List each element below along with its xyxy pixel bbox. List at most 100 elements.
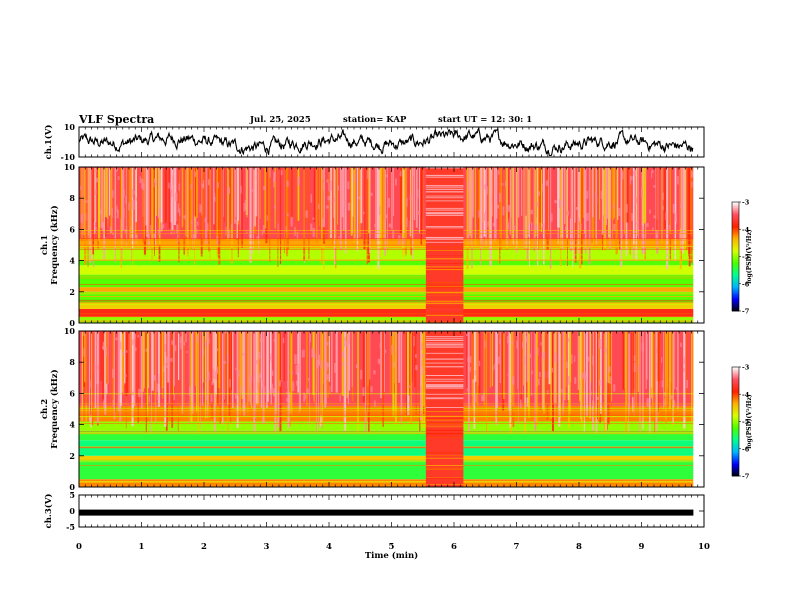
ch2-spec-speckle <box>235 367 237 371</box>
ch1-spec-speckle <box>385 214 388 219</box>
ch1-spec-streak <box>517 168 520 218</box>
ch2-spec-gap-line <box>425 433 464 435</box>
ch1-spec-speckle <box>95 226 97 230</box>
ch2-spec-speckle <box>554 353 557 362</box>
cb2-swatch <box>732 434 739 437</box>
ch2-spec-streak <box>357 332 359 433</box>
ch2-spec-speckle <box>670 395 673 400</box>
ch1-spec-streak <box>192 168 194 251</box>
ch2-spec-streak <box>498 332 500 398</box>
ch2-spec-streak <box>315 332 317 433</box>
x-tick-label: 10 <box>698 542 710 552</box>
ch1-spec-speckle <box>534 224 538 231</box>
ch2-spec-streak <box>90 332 92 428</box>
ch1-spec-streak <box>259 168 261 219</box>
ch2-spec-speckle <box>551 367 554 373</box>
ch2-spec-speckle <box>171 340 174 345</box>
ch2-spec-streak <box>423 332 426 407</box>
ch2-spec-speckle <box>306 388 309 394</box>
ch1-spec-gap-line <box>425 250 464 251</box>
ch2-spec-speckle <box>525 336 529 343</box>
ch1-spec-speckle <box>178 208 181 216</box>
ch1-spec-speckle <box>125 195 127 205</box>
ch2-spec-streak <box>91 332 94 426</box>
ch1-spec-band <box>79 248 694 261</box>
ch2-spec-speckle <box>205 342 207 347</box>
cb2-swatch <box>732 463 739 466</box>
ch2-spec-gap-line <box>425 455 464 457</box>
ch1-spec-gap-line <box>425 189 464 190</box>
ch2-spec-speckle <box>467 357 469 362</box>
ch1-spec-band <box>79 291 694 303</box>
ch1-spec-gap-line <box>425 209 464 211</box>
ch2-spec-streak <box>548 332 551 385</box>
cb2-swatch <box>732 385 739 388</box>
ch1-spec-streak <box>622 168 625 223</box>
ch1-spec-speckle <box>326 179 329 183</box>
ch1-spec-band <box>79 265 694 275</box>
ch1-spec-speckle <box>162 224 165 229</box>
cb1-swatch <box>732 263 739 266</box>
cb2-label: log(PSD)(V²/Hz) <box>746 394 753 449</box>
ch1-spec-streak <box>171 168 174 231</box>
ch1-spec-streak <box>337 168 339 225</box>
ch2-spec-streak <box>289 332 291 393</box>
cb1-swatch <box>732 276 739 279</box>
ch1-spec-streak <box>87 168 89 246</box>
ch1-spec-gap-line <box>425 207 464 209</box>
ch1-spec-speckle <box>618 208 621 217</box>
ch1-spec-streak <box>582 168 585 218</box>
ch1-spec-speckle <box>243 202 246 212</box>
ch2-spec-tick-label: 0 <box>69 482 75 492</box>
ch2-spec-streak <box>236 332 239 396</box>
ch2-spec-speckle <box>179 336 182 343</box>
ch1-spec-speckle <box>367 170 369 179</box>
ch2-spec-streak <box>651 332 652 388</box>
ch2-spec-speckle <box>492 365 494 372</box>
ch2-spec-gap-line <box>425 411 464 413</box>
ch1-spec-speckle <box>95 177 99 183</box>
ch2-spec-speckle <box>96 339 98 346</box>
ch2-spec-speckle <box>347 334 351 344</box>
ch2-spec-streak <box>328 332 331 382</box>
ch2-spec-streak <box>90 332 92 415</box>
ch1-spec-streak <box>508 168 510 219</box>
ch2-spec-streak <box>654 332 656 433</box>
ch2-spec-streak <box>177 332 179 432</box>
ch1-spec-streak <box>528 168 531 224</box>
ch1-spec-streak <box>537 168 539 266</box>
ch2-spec-streak <box>343 332 345 421</box>
ch2-spec-gap-line <box>425 465 464 466</box>
ch1-spec-speckle <box>665 212 668 220</box>
ch1-spec-streak <box>480 168 483 242</box>
ch1-spec-speckle <box>496 204 500 209</box>
ch2-spec-speckle <box>164 343 167 352</box>
ch2-spec-gap-line <box>425 420 464 422</box>
ch2-spec-speckle <box>398 345 400 350</box>
ch2-spec-speckle <box>421 353 424 359</box>
ch1-spec-streak <box>494 168 497 240</box>
ch1-spec-streak <box>237 168 239 221</box>
ch1-spec-streak <box>528 168 530 237</box>
ch2-spec-speckle <box>683 357 685 365</box>
ch1-spec-speckle <box>312 217 315 220</box>
ch1-spec-streak <box>474 168 476 246</box>
ch1-spec-streak <box>367 168 370 233</box>
ch2-spec-streak <box>232 332 233 402</box>
ch1-spec-speckle <box>290 216 293 227</box>
ch2-spec-streak <box>131 332 134 427</box>
ch2-spec-speckle <box>278 382 281 387</box>
cb1-swatch <box>732 280 739 283</box>
ch1-spec-gap-line <box>425 282 464 284</box>
ch1-spec-speckle <box>85 212 87 221</box>
ch1-spec-hline <box>79 284 694 285</box>
ch1-spec-speckle <box>538 191 541 196</box>
ch1-spec-streak <box>134 168 136 247</box>
cb1-swatch <box>732 254 739 257</box>
ch1-spec-speckle <box>635 197 638 204</box>
ch2-spec-streak <box>102 332 104 401</box>
ch1-spec-streak <box>482 168 484 248</box>
ch1-spec-speckle <box>374 223 376 228</box>
ch2-spec-speckle <box>581 372 584 379</box>
ch2-spec-streak <box>520 332 522 405</box>
